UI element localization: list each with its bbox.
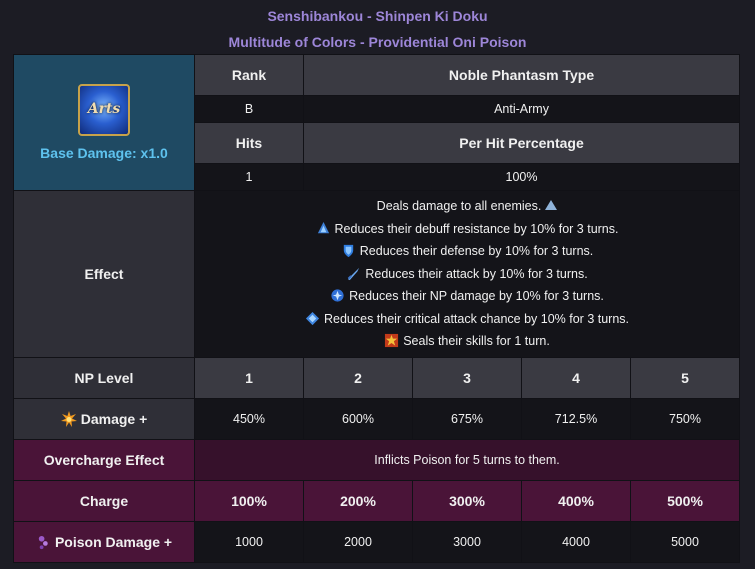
effect-line-aoe: Deals damage to all enemies. — [195, 195, 739, 218]
effect-list: Deals damage to all enemies. Reduces the… — [193, 190, 741, 358]
poison-icon — [38, 535, 48, 549]
np-level-4: 4 — [521, 356, 631, 399]
attack-down-icon — [348, 267, 360, 280]
aoe-triangle-icon — [545, 200, 558, 210]
damage-value-5: 750% — [629, 397, 741, 440]
effect-line-skill-seal: Seals their skills for 1 turn. — [195, 330, 739, 353]
damage-value-2: 600% — [303, 397, 413, 440]
page-title-jp: Senshibankou - Shinpen Ki Doku — [267, 8, 488, 24]
charge-value-2: 200% — [303, 479, 413, 522]
poison-damage-label: Poison Damage + — [13, 520, 195, 563]
damage-value-3: 675% — [412, 397, 522, 440]
damage-value-4: 712.5% — [521, 397, 631, 440]
skill-seal-icon — [385, 333, 399, 348]
poison-value-4: 4000 — [521, 520, 631, 563]
np-level-3: 3 — [412, 356, 522, 399]
effect-line-debuff-res: Reduces their debuff resistance by 10% f… — [195, 218, 739, 241]
np-damage-down-icon — [331, 289, 344, 302]
page-title-en: Multitude of Colors - Providential Oni P… — [228, 34, 527, 50]
per-hit-header: Per Hit Percentage — [302, 122, 741, 164]
card-type-cell: Arts Base Damage: x1.0 — [13, 54, 195, 191]
effect-line-attack: Reduces their attack by 10% for 3 turns. — [195, 263, 739, 286]
damage-burst-icon — [60, 410, 77, 427]
np-level-5: 5 — [629, 356, 741, 399]
overcharge-label: Overcharge Effect — [13, 438, 195, 481]
hits-header: Hits — [194, 122, 304, 164]
damage-row-label: Damage + — [13, 397, 195, 440]
poison-value-3: 3000 — [412, 520, 522, 563]
rank-header: Rank — [194, 54, 304, 96]
overcharge-text: Inflicts Poison for 5 turns to them. — [193, 438, 741, 481]
np-level-2: 2 — [303, 356, 413, 399]
per-hit-value: 100% — [302, 163, 741, 191]
damage-value-1: 450% — [194, 397, 304, 440]
np-level-label: NP Level — [13, 356, 195, 399]
charge-label: Charge — [13, 479, 195, 522]
np-type-header: Noble Phantasm Type — [302, 54, 741, 96]
charge-value-5: 500% — [629, 479, 741, 522]
effect-label: Effect — [13, 190, 195, 358]
poison-value-2: 2000 — [303, 520, 413, 563]
arts-card-icon: Arts — [78, 84, 130, 136]
effect-line-defense: Reduces their defense by 10% for 3 turns… — [195, 240, 739, 263]
noble-phantasm-table: Arts Base Damage: x1.0 Rank Noble Phanta… — [13, 54, 741, 563]
charge-value-1: 100% — [194, 479, 304, 522]
debuff-resist-down-icon — [317, 221, 329, 233]
crit-chance-down-icon — [305, 311, 320, 325]
np-level-1: 1 — [194, 356, 304, 399]
np-type-value: Anti-Army — [302, 95, 741, 123]
charge-value-4: 400% — [521, 479, 631, 522]
poison-value-1: 1000 — [194, 520, 304, 563]
effect-line-crit-chance: Reduces their critical attack chance by … — [195, 308, 739, 331]
charge-value-3: 300% — [412, 479, 522, 522]
base-damage-label: Base Damage: x1.0 — [40, 145, 168, 161]
hits-value: 1 — [194, 163, 304, 191]
poison-value-5: 5000 — [629, 520, 741, 563]
defense-down-icon — [343, 244, 353, 258]
rank-value: B — [194, 95, 304, 123]
effect-line-np-damage: Reduces their NP damage by 10% for 3 tur… — [195, 285, 739, 308]
